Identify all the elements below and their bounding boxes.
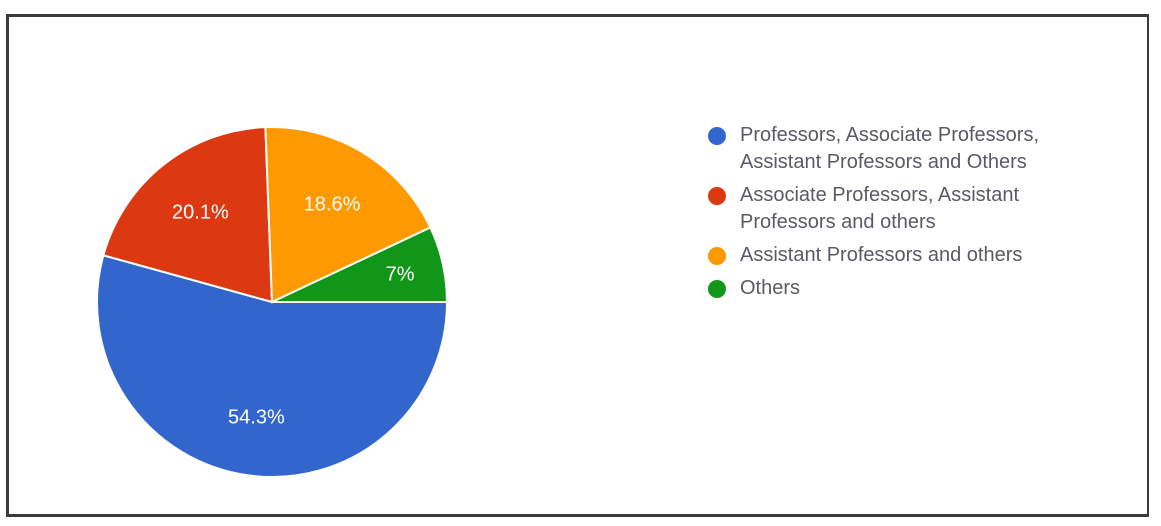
assistant-others-value-label: 18.6% [304,193,361,215]
chart-legend: Professors, Associate Professors, Assista… [706,122,1126,308]
legend-label-line: Assistant Professors and others [740,244,1023,266]
associate-assistant-slice [102,126,274,304]
professors-all-slice [96,254,449,478]
assistant-others-slice [264,126,432,304]
associate-assistant-value-label: 20.1% [172,201,229,223]
legend-swatch [708,127,726,145]
legend-label-line: Assistant Professors and Others [740,151,1027,173]
legend-swatch [708,247,726,265]
others-value-label: 7% [386,263,415,285]
professors-all-value-label: 54.3% [228,406,285,428]
legend-label-line: Professors, Associate Professors, [740,124,1040,146]
legend-item-others: Others [706,275,1126,302]
others-slice [271,226,449,303]
legend-label-line: Professors and others [740,211,936,233]
legend-label-line: Others [740,277,801,299]
legend-swatch [708,187,726,205]
legend-item-assistant-others: Assistant Professors and others [706,242,1126,269]
legend-item-associate-assistant: Associate Professors, Assistant Professor… [706,182,1126,236]
legend-swatch [708,280,726,298]
legend-item-professors-all: Professors, Associate Professors, Assista… [706,122,1126,176]
legend-label-line: Associate Professors, Assistant [740,184,1020,206]
